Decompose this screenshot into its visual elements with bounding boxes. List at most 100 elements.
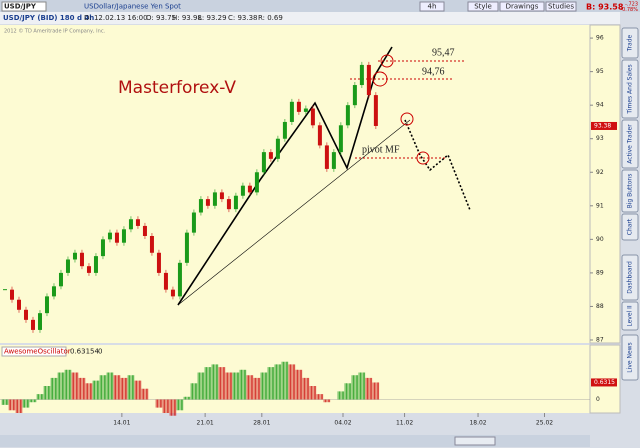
candle [345,105,350,126]
side-tab-label[interactable]: Chart [627,218,634,235]
x-tick-label: 25.02 [536,420,553,427]
candle [303,108,308,112]
candle [352,85,357,106]
bid: B: 93.58 [586,3,624,12]
candle [261,152,266,173]
scroll-thumb[interactable] [454,436,496,446]
candle [191,212,196,233]
side-tab[interactable] [621,59,639,119]
side-tab-label[interactable]: Times And Sales [627,64,634,114]
side-tab[interactable] [621,334,639,381]
circle [400,112,414,126]
button-label[interactable]: Studies [548,3,574,11]
candle [366,64,371,96]
study-title: AwesomeOscillator [4,348,71,356]
button[interactable] [467,1,499,12]
description: USDollar/Japanese Yen Spot [84,3,181,11]
candle [324,145,329,169]
trend-line [177,119,411,306]
interval[interactable]: 4h [428,3,437,11]
candle [233,195,238,210]
info-low: L: 93.29 [198,14,227,22]
candle [289,101,294,122]
interval-button[interactable] [419,1,445,12]
candle [37,313,42,330]
side-tab[interactable] [621,213,639,241]
info-date: D: 12.02.13 16:00 [84,14,148,22]
candle [282,121,287,139]
candle [170,289,175,297]
x-tick-label: 04.02 [334,420,351,427]
candle [226,199,231,210]
copyright: 2012 © TD Ameritrade IP Company, Inc. [4,28,106,35]
candle [268,152,273,159]
x-tick-label: 21.01 [197,420,214,427]
side-tab-label[interactable]: Big Buttons [627,174,634,209]
candle [156,252,161,273]
candle [338,125,343,153]
candle [79,252,84,267]
candle [331,152,336,169]
side-tab-label[interactable]: Trade [627,34,634,52]
study-value: 0.63154 [70,348,99,356]
last-price-box [591,121,617,130]
candle [184,232,189,263]
side-tab-label[interactable]: Live News [627,342,634,372]
x-tick-label: 18.02 [469,420,486,427]
side-tab[interactable] [621,119,639,169]
candle [114,232,119,243]
side-tab[interactable] [621,169,639,213]
candle [177,262,182,297]
candle [58,272,63,287]
candle [247,185,252,193]
zigzag [177,74,376,306]
candle [30,319,35,330]
side-tab[interactable] [621,27,639,59]
info-range: R: 0.69 [258,14,283,22]
side-tabs: Trade Times And Sales Active Trader Big But… [621,27,639,381]
last-value-box [591,378,617,387]
circle [372,71,388,87]
change: -.723 [625,2,638,8]
study-param: 0 [98,348,102,356]
candle [310,108,315,126]
info-open: O: 93.75 [146,14,176,22]
side-tab-label[interactable]: Dashboard [627,261,634,294]
candle [296,101,301,112]
candle [100,239,105,257]
circle [416,151,430,165]
candle [373,95,378,126]
candle [44,296,49,314]
annotation: 94,76 [422,66,445,77]
button-label[interactable]: Style [474,3,492,11]
scrollbar[interactable] [0,435,590,447]
side-tab[interactable] [621,301,639,331]
candle [72,252,77,260]
symbol-input[interactable] [1,1,47,12]
candle [359,64,364,86]
side-tab[interactable] [621,254,639,301]
candle [149,235,154,253]
instrument: USD/JPY (BID) 180 d 4h [3,14,94,22]
candle [240,185,245,196]
button[interactable] [545,1,577,12]
side-tab-label[interactable]: Active Trader [627,124,634,164]
button-label[interactable]: Drawings [506,3,539,11]
candle [9,289,14,300]
candle [205,199,210,206]
candle [128,219,133,230]
candle [212,192,217,206]
symbol[interactable]: USD/JPY [4,3,37,11]
button[interactable] [499,1,545,12]
candle [163,272,168,290]
side-tab-label[interactable]: Level II [627,305,634,327]
y-tick-label: 0 [596,396,600,403]
price-axis [589,24,621,344]
y-tick-label: 92 [596,169,604,176]
y-tick-label: 91 [596,202,604,209]
candle [142,225,147,236]
candle [16,299,21,310]
candle [86,266,91,273]
candle [51,286,56,297]
